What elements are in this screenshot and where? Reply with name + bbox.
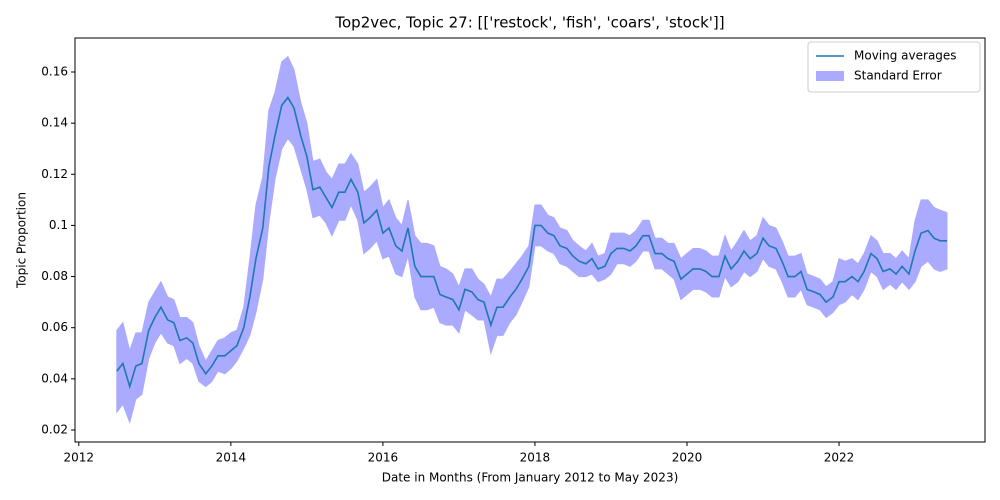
x-axis-label: Date in Months (From January 2012 to May…	[382, 471, 679, 485]
error-band	[116, 55, 948, 424]
y-tick-label: 0.08	[41, 269, 68, 283]
chart-title: Top2vec, Topic 27: [['restock', 'fish', …	[334, 14, 724, 32]
x-tick-label: 2020	[672, 451, 703, 465]
y-tick-label: 0.14	[41, 116, 68, 130]
x-tick-label: 2018	[520, 451, 551, 465]
legend-label: Standard Error	[854, 69, 942, 83]
y-tick-label: 0.1	[49, 218, 68, 232]
plot-frame	[74, 37, 986, 443]
y-axis-label: Topic Proportion	[15, 192, 29, 289]
line	[116, 96, 947, 390]
y-tick-label: 0.16	[41, 65, 68, 79]
y-tick-label: 0.06	[41, 320, 68, 334]
x-tick-label: 2012	[64, 451, 95, 465]
x-tick-label: 2022	[824, 451, 855, 465]
legend-box	[807, 41, 981, 93]
legend: Moving averages Standard Error	[807, 41, 981, 93]
x-tick-label: 2014	[216, 451, 247, 465]
x-tick-label: 2016	[368, 451, 399, 465]
legend-patch	[816, 71, 844, 81]
legend-label: Moving averages	[854, 49, 957, 63]
y-tick-label: 0.02	[41, 422, 68, 436]
y-tick-label: 0.12	[41, 167, 68, 181]
y-tick-label: 0.04	[41, 371, 68, 385]
